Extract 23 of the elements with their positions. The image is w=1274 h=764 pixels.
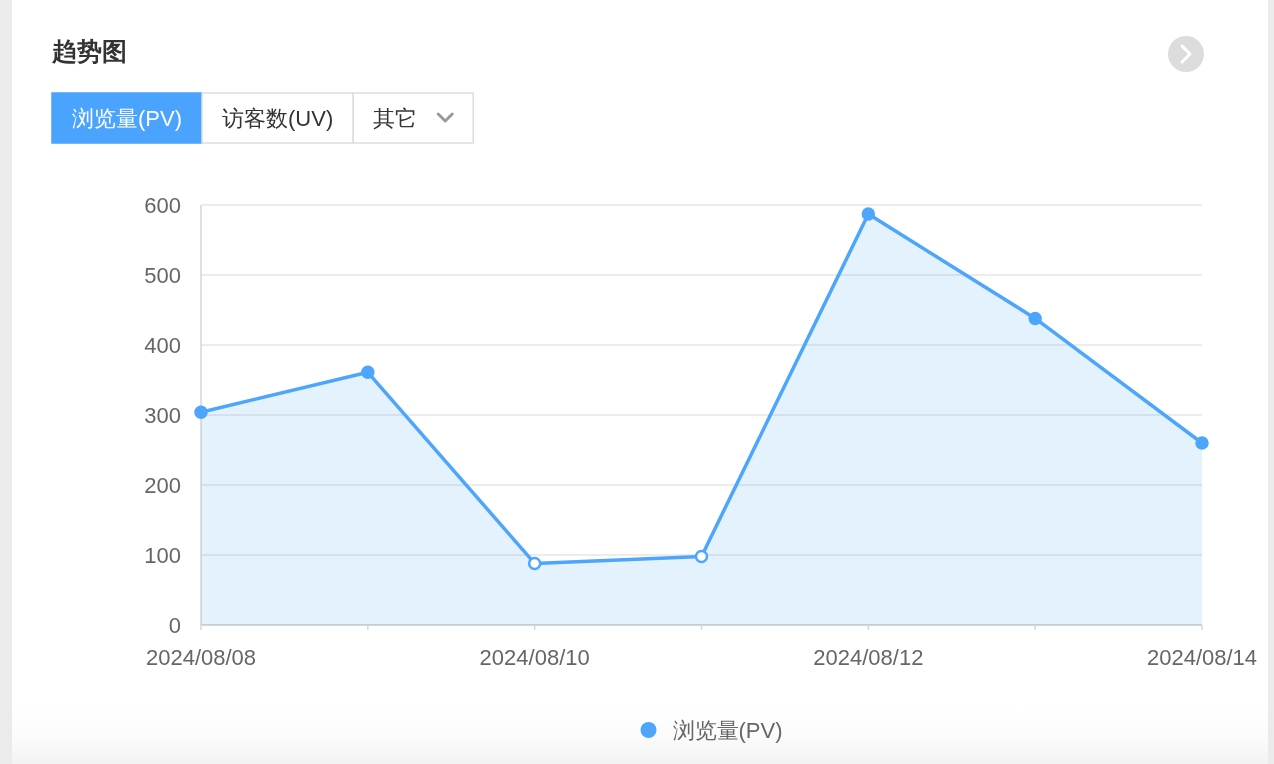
point: [861, 207, 876, 221]
x-tick-label: 2024/08/08: [145, 645, 257, 670]
point: [527, 556, 542, 571]
point: [1195, 436, 1209, 450]
point: [694, 549, 709, 564]
legend-label: 浏览量(PV): [672, 718, 783, 743]
x-tick-label: 2024/08/12: [813, 645, 924, 670]
text: 浏览量(PV): [72, 106, 182, 131]
point: [194, 405, 208, 419]
y-tick-label: 100: [144, 543, 181, 568]
y-tick-label: 600: [144, 193, 181, 218]
y-tick-label: 500: [144, 263, 181, 288]
text: 其它: [373, 106, 418, 131]
y-tick-label: 400: [144, 333, 181, 358]
text: 访客数(UV): [222, 106, 334, 131]
y-tick-label: 300: [144, 403, 181, 428]
y-tick-label: 0: [168, 613, 181, 638]
y-tick-label: 200: [144, 473, 181, 498]
point: [1028, 311, 1042, 326]
point: [361, 365, 375, 380]
x-tick-label: 2024/08/10: [479, 645, 590, 670]
x-tick-label: 2024/08/14: [1146, 645, 1258, 670]
chart-title: 趋势图: [51, 37, 127, 65]
